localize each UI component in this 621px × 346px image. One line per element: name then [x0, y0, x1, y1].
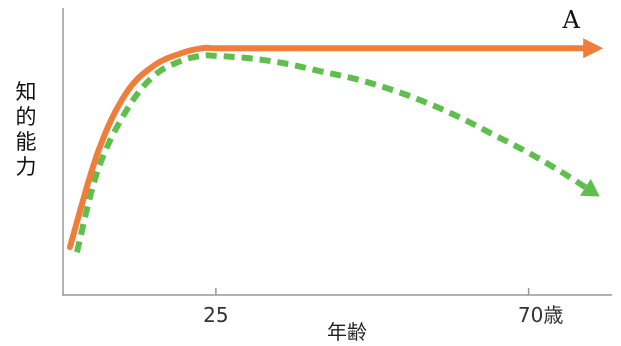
y-axis-label-char-3: 能	[16, 130, 37, 154]
x-tick-label-25: 25	[203, 303, 228, 327]
series-a-label: A	[561, 6, 580, 34]
y-axis-label-char-1: 知	[16, 80, 37, 104]
x-axis-label: 年齢	[327, 320, 367, 344]
series-a-line	[66, 44, 595, 251]
series-dashed-arrowhead	[580, 178, 600, 197]
x-tick-label-70: 70歳	[518, 303, 563, 327]
series-dashed-line	[73, 52, 593, 253]
y-axis-label-char-2: 的	[16, 105, 37, 129]
y-axis-label-char-4: 力	[16, 155, 37, 179]
series-a-arrowhead	[583, 38, 604, 59]
